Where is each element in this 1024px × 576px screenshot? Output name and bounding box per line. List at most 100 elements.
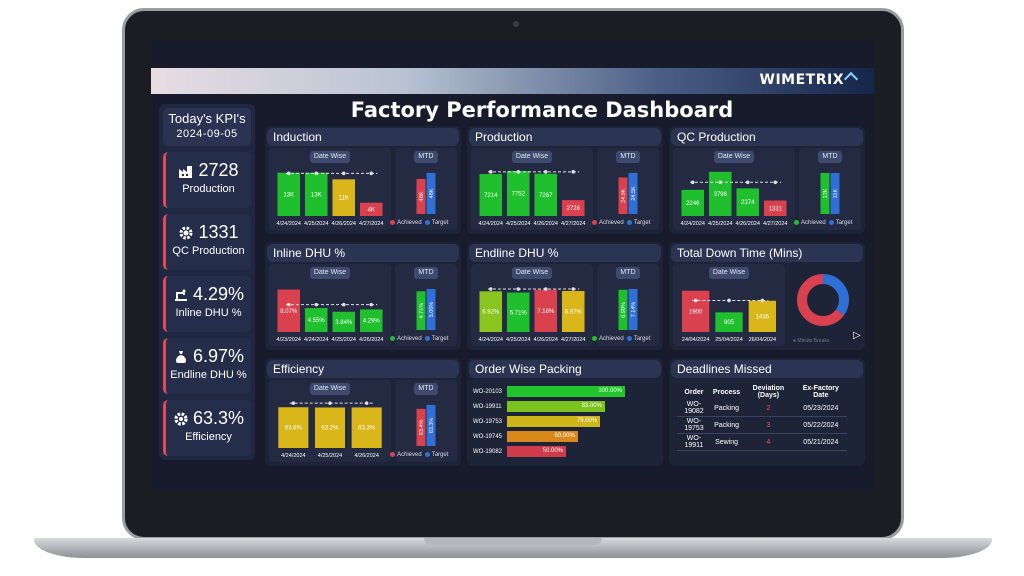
next-page-icon[interactable]: ▷ bbox=[853, 330, 861, 341]
mtd-target-bar[interactable] bbox=[426, 288, 436, 330]
panel-title: Inline DHU % bbox=[267, 244, 459, 262]
target-point bbox=[571, 170, 576, 174]
bar[interactable] bbox=[561, 200, 585, 216]
bar[interactable] bbox=[278, 407, 309, 448]
mtd-target-bar[interactable] bbox=[628, 172, 638, 214]
panel-induction: Induction Date Wise 13K 4/24/2024 13K 4/25/2… bbox=[265, 126, 461, 234]
target-point bbox=[516, 287, 521, 291]
date-wise-label: Date Wise bbox=[709, 267, 749, 279]
deadlines-table: Order Process Deviation (Days) Ex-Factor… bbox=[677, 384, 847, 451]
table-row[interactable]: WO-19753 Packing 3 05/22/2024 bbox=[677, 416, 847, 434]
bar[interactable] bbox=[534, 289, 558, 332]
mtd-achieved-bar[interactable] bbox=[618, 289, 628, 330]
target-point bbox=[516, 170, 521, 174]
kpi-card-endline-dhu[interactable]: 6.97% Endline DHU % bbox=[163, 338, 251, 394]
order-cell: WO-19911 bbox=[677, 433, 711, 451]
table-row[interactable]: WO-19911 Sewing 4 05/21/2024 bbox=[677, 433, 847, 451]
bar[interactable] bbox=[681, 189, 705, 216]
legend-target-swatch bbox=[626, 220, 632, 225]
order-cell: WO-19753 bbox=[677, 416, 711, 434]
mtd-bar-chart: 4.71% 5.00% bbox=[416, 288, 436, 330]
bar[interactable] bbox=[351, 407, 382, 448]
donut-legend: ● Minute Breaks bbox=[793, 338, 830, 344]
bar[interactable] bbox=[736, 188, 760, 216]
mtd-achieved-bar[interactable] bbox=[416, 178, 426, 214]
bar-data-label: 3.84% bbox=[335, 320, 353, 326]
panel-production: Production Date Wise 7214 4/24/2024 7752 4/2… bbox=[467, 126, 663, 234]
deviation-cell: 2 bbox=[742, 400, 795, 417]
mtd-achieved-bar[interactable] bbox=[416, 408, 426, 446]
donut-slice[interactable] bbox=[797, 274, 849, 326]
bar[interactable] bbox=[277, 289, 301, 332]
panel-down-time: Total Down Time (Mins) Date Wise 1900 24/0… bbox=[669, 242, 865, 350]
bar[interactable] bbox=[359, 309, 383, 332]
x-tick-label: 4/26/2024 bbox=[332, 221, 356, 227]
column-header[interactable]: Order bbox=[684, 388, 704, 396]
bar[interactable] bbox=[332, 311, 356, 332]
column-header[interactable]: Deviation (Days) bbox=[752, 385, 785, 399]
table-header-row: Order Process Deviation (Days) Ex-Factor… bbox=[677, 384, 847, 400]
kpi-card-inline-dhu[interactable]: 4.29% Inline DHU % bbox=[163, 276, 251, 332]
packing-bar[interactable]: 79.00% bbox=[507, 416, 601, 427]
mtd-value-label: 4.71% bbox=[419, 303, 425, 319]
legend-achieved-swatch bbox=[390, 452, 395, 457]
packing-bar[interactable]: 83.00% bbox=[507, 401, 605, 412]
mtd-achieved-bar[interactable] bbox=[416, 291, 426, 330]
packing-bar[interactable]: 100.00% bbox=[507, 386, 625, 397]
bar-data-label: 3796 bbox=[714, 192, 728, 198]
bar-data-label: 1900 bbox=[689, 309, 703, 315]
packing-bar[interactable]: 60.00% bbox=[507, 431, 578, 442]
target-point bbox=[745, 180, 750, 185]
kpi-header: Today's KPI's 2024-09-05 bbox=[163, 108, 251, 146]
kpi-card-efficiency[interactable]: 63.3% Efficiency bbox=[163, 400, 251, 456]
bar-data-label: 6.92% bbox=[482, 310, 500, 316]
column-header[interactable]: Process bbox=[712, 388, 741, 396]
bar[interactable] bbox=[304, 172, 328, 216]
mtd-achieved-bar[interactable] bbox=[820, 172, 830, 214]
bar[interactable] bbox=[314, 407, 346, 448]
bar[interactable] bbox=[534, 173, 558, 216]
legend-target-swatch bbox=[424, 336, 430, 341]
mtd-value-label: 7.14% bbox=[631, 302, 637, 318]
target-point bbox=[286, 302, 291, 307]
bar-data-label: 7267 bbox=[539, 193, 553, 199]
mtd-target-bar[interactable] bbox=[426, 172, 436, 214]
mtd-target-bar[interactable] bbox=[628, 288, 638, 330]
bar[interactable] bbox=[748, 300, 776, 332]
target-point bbox=[328, 401, 332, 405]
bar[interactable] bbox=[359, 202, 383, 216]
packing-bar[interactable]: 50.00% bbox=[507, 446, 566, 457]
mtd-target-bar[interactable] bbox=[830, 172, 840, 214]
target-point bbox=[341, 302, 346, 307]
bar[interactable] bbox=[332, 179, 356, 216]
bar[interactable] bbox=[708, 171, 732, 216]
packing-order-label: WO-20103 bbox=[473, 389, 503, 395]
mtd-value-label: 24.5K bbox=[631, 186, 637, 201]
column-header[interactable]: Ex-Factory Date bbox=[802, 385, 839, 399]
bar[interactable] bbox=[277, 172, 301, 216]
bar[interactable] bbox=[715, 312, 743, 332]
bar[interactable] bbox=[506, 292, 530, 332]
factory-icon bbox=[178, 163, 194, 179]
mtd-value-label: 5.00% bbox=[429, 302, 435, 318]
x-tick-label: 4/25/2024 bbox=[332, 337, 356, 343]
bar[interactable] bbox=[479, 291, 503, 332]
bar[interactable] bbox=[682, 290, 710, 332]
mtd-target-bar[interactable] bbox=[426, 404, 436, 446]
process-cell: Packing bbox=[710, 416, 743, 434]
bar[interactable] bbox=[561, 291, 585, 332]
logo-mark-icon bbox=[843, 71, 859, 87]
bar[interactable] bbox=[479, 174, 503, 216]
bar[interactable] bbox=[304, 308, 328, 332]
panel-title: Total Down Time (Mins) bbox=[671, 244, 863, 262]
date-wise-chart: Date Wise 2246 4/24/2024 3796 4/25/2024 2374 4… bbox=[673, 148, 795, 230]
mtd-achieved-bar[interactable] bbox=[618, 177, 628, 214]
mtd-label: MTD bbox=[414, 151, 438, 163]
bar[interactable] bbox=[506, 170, 530, 216]
packing-order-label: WO-19745 bbox=[473, 434, 503, 440]
kpi-card-production[interactable]: 2728 Production bbox=[163, 152, 251, 208]
kpi-card-qc-production[interactable]: 1331 QC Production bbox=[163, 214, 251, 270]
panel-title: Production bbox=[469, 128, 661, 146]
table-row[interactable]: WO-19082 Packing 2 05/23/2024 bbox=[677, 400, 847, 417]
bar[interactable] bbox=[763, 200, 787, 216]
